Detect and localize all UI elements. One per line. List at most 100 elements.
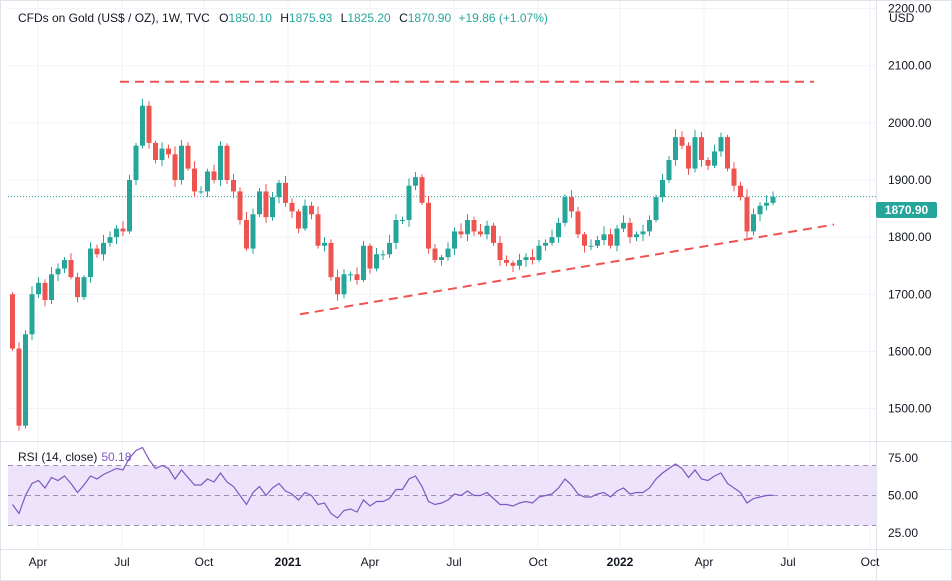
candle xyxy=(276,180,282,204)
candle-body xyxy=(244,220,249,249)
candle xyxy=(16,342,22,431)
candle-body xyxy=(283,182,288,203)
candle xyxy=(36,277,41,298)
high-label: H xyxy=(280,11,289,25)
candle-body xyxy=(198,191,204,193)
candle-body xyxy=(257,191,262,215)
candle xyxy=(387,234,392,258)
grid-layer xyxy=(8,0,876,548)
time-tick-label: Oct xyxy=(529,555,548,569)
candle-body xyxy=(491,225,496,243)
candle xyxy=(510,260,516,272)
candle xyxy=(770,191,776,206)
support-trendline xyxy=(299,223,835,316)
candle-body xyxy=(140,105,145,146)
candle-body xyxy=(445,248,451,258)
candle xyxy=(452,227,457,255)
candle xyxy=(309,201,314,220)
candle xyxy=(686,142,691,175)
candle-body xyxy=(530,257,535,260)
candle-body xyxy=(81,277,87,298)
candle-body xyxy=(458,231,464,235)
candle-body xyxy=(218,145,223,180)
candle-body xyxy=(166,148,171,155)
rsi-tick-label: 75.00 xyxy=(888,451,918,465)
candle xyxy=(445,242,451,261)
candle xyxy=(608,228,613,249)
candle-body xyxy=(738,185,743,198)
candle xyxy=(166,144,171,159)
candle-body xyxy=(276,182,282,198)
price-axis: 2200.00 2100.00 2000.00 1900.00 1800.00 1700.… xyxy=(888,2,932,416)
candle xyxy=(120,221,126,236)
candle-body xyxy=(621,222,626,229)
candle-body xyxy=(614,228,620,246)
candle-body xyxy=(731,168,737,186)
candle-body xyxy=(523,257,529,260)
candle-body xyxy=(211,171,217,180)
candle xyxy=(380,250,386,260)
candle xyxy=(296,209,301,234)
candle-body xyxy=(133,145,139,180)
rsi-pane: 75.00 50.00 25.00 xyxy=(8,446,918,540)
candle xyxy=(374,248,379,272)
candle xyxy=(471,216,477,236)
last-price-tag: 1870.90 xyxy=(876,202,937,218)
candle xyxy=(718,132,724,157)
candle-body xyxy=(127,180,132,232)
candle-body xyxy=(432,248,438,260)
candle xyxy=(244,212,249,251)
candle xyxy=(328,239,334,281)
candle xyxy=(530,249,535,265)
candle-body xyxy=(75,277,80,298)
candle-body xyxy=(647,220,652,232)
open-value: 1850.10 xyxy=(228,11,272,25)
currency-label[interactable]: USD xyxy=(889,11,915,25)
candle-body xyxy=(562,197,568,223)
rsi-header[interactable]: RSI (14, close) 50.18 xyxy=(18,450,131,464)
candle-body xyxy=(751,214,756,232)
candle-body xyxy=(660,180,665,198)
candle xyxy=(211,164,217,184)
candle xyxy=(185,142,191,171)
candle xyxy=(367,243,373,274)
candle xyxy=(153,140,158,164)
candle-body xyxy=(62,260,67,269)
candle xyxy=(354,267,360,285)
candle-body xyxy=(757,205,763,215)
candle xyxy=(205,168,210,198)
candle xyxy=(432,244,438,263)
candle xyxy=(270,192,275,221)
candle-body xyxy=(322,242,327,246)
candle-body xyxy=(536,245,542,260)
rsi-tick-label: 25.00 xyxy=(888,526,918,540)
candle xyxy=(237,187,243,225)
candle xyxy=(556,217,561,243)
candle xyxy=(315,206,321,249)
candle-body xyxy=(94,248,100,255)
candle xyxy=(75,272,80,303)
candle-body xyxy=(302,205,308,229)
candle-body xyxy=(101,242,106,255)
candle-body xyxy=(640,231,646,235)
candle xyxy=(712,144,717,168)
change-value: +19.86 (+1.07%) xyxy=(458,11,548,25)
candle xyxy=(231,173,236,199)
candle xyxy=(250,208,256,254)
candle xyxy=(127,174,132,234)
candle xyxy=(588,239,594,251)
candle-body xyxy=(10,294,15,349)
candle-body xyxy=(328,242,334,278)
candle-body xyxy=(692,137,698,169)
candle-body xyxy=(608,234,613,246)
time-tick-label: Jul xyxy=(446,555,461,569)
candle xyxy=(673,129,678,166)
candle xyxy=(725,134,730,172)
candle-body xyxy=(380,254,386,256)
candle xyxy=(465,214,470,242)
candle xyxy=(582,232,587,253)
candle xyxy=(159,142,165,167)
candle-body xyxy=(107,237,113,243)
candle-body xyxy=(575,211,581,235)
